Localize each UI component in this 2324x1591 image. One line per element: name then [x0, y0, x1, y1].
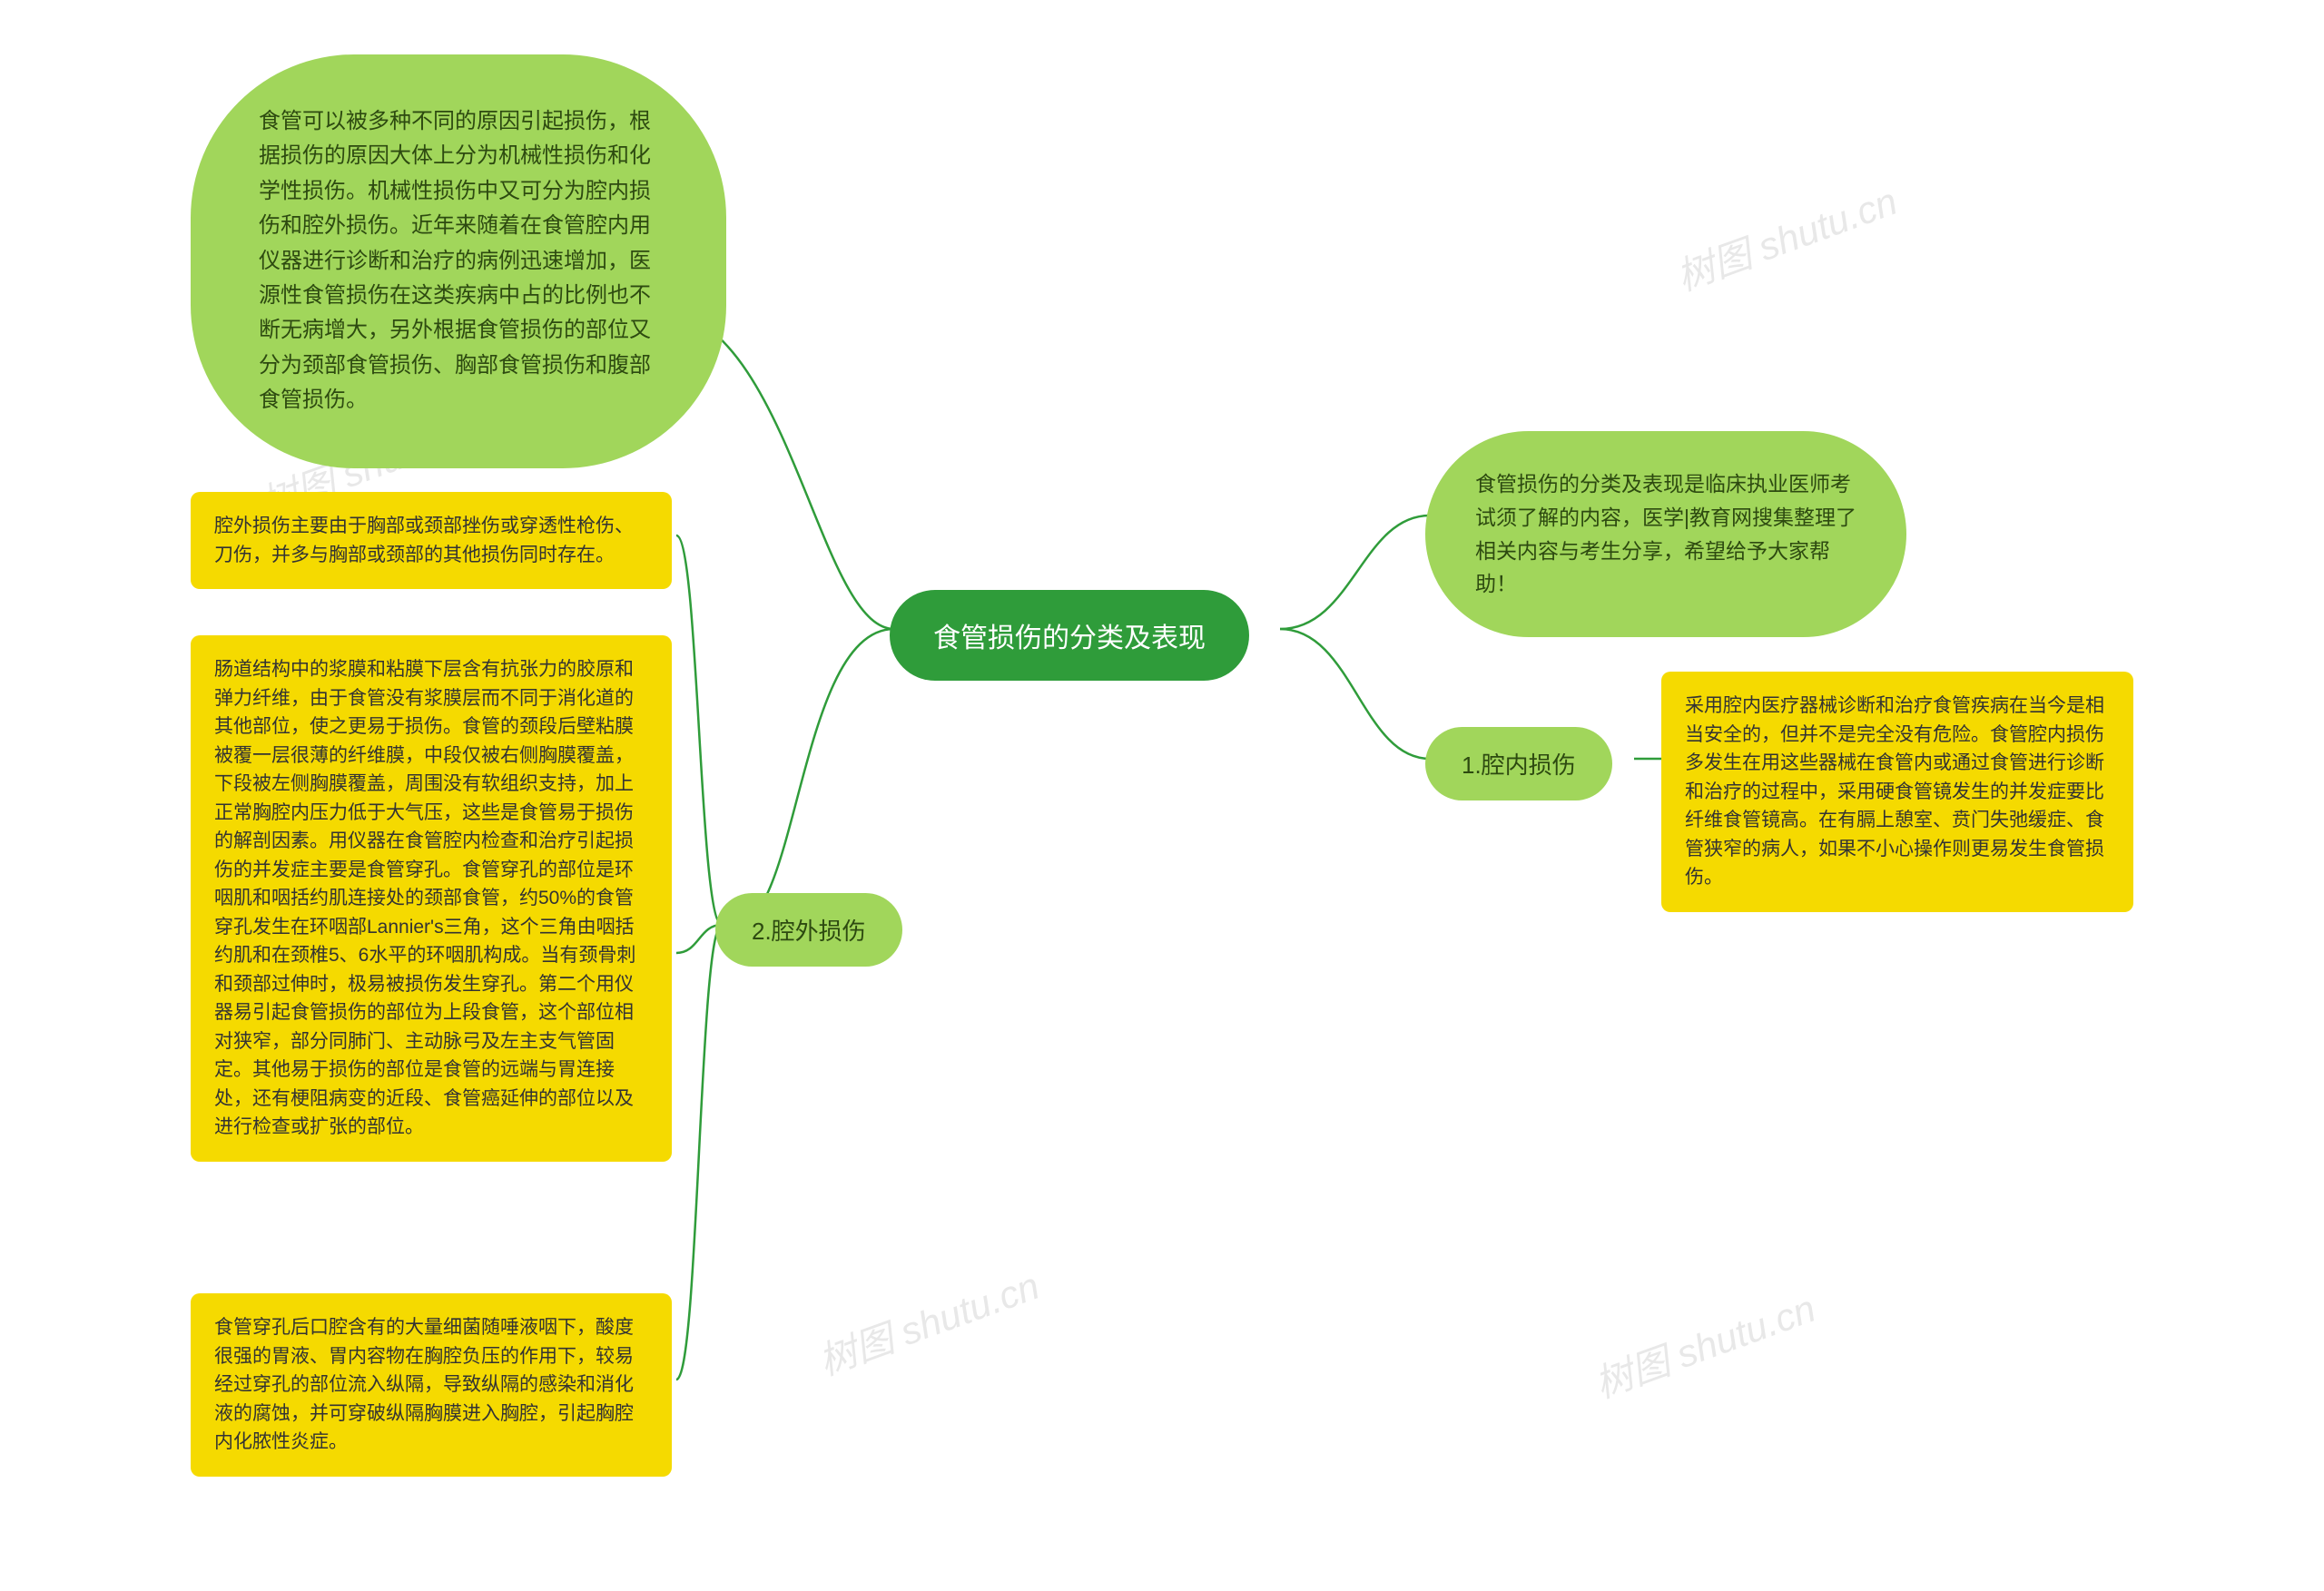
branch-1-detail-text: 采用腔内医疗器械诊断和治疗食管疾病在当今是相当安全的，但并不是完全没有危险。食管…: [1685, 695, 2104, 888]
branch-2-detail-b-text: 肠道结构中的浆膜和粘膜下层含有抗张力的胶原和弹力纤维，由于食管没有浆膜层而不同于…: [214, 659, 635, 1137]
branch-2-detail-c-text: 食管穿孔后口腔含有的大量细菌随唾液咽下，酸度很强的胃液、胃内容物在胸腔负压的作用…: [214, 1317, 634, 1452]
branch-2-detail-c[interactable]: 食管穿孔后口腔含有的大量细菌随唾液咽下，酸度很强的胃液、胃内容物在胸腔负压的作用…: [191, 1293, 672, 1477]
branch-1-node[interactable]: 1.腔内损伤: [1425, 727, 1612, 800]
intro-node[interactable]: 食管可以被多种不同的原因引起损伤，根据损伤的原因大体上分为机械性损伤和化学性损伤…: [191, 54, 726, 468]
branch-2-label: 2.腔外损伤: [752, 918, 866, 945]
root-label: 食管损伤的分类及表现: [933, 624, 1206, 653]
intro-text: 食管可以被多种不同的原因引起损伤，根据损伤的原因大体上分为机械性损伤和化学性损伤…: [259, 109, 651, 412]
right-intro-node[interactable]: 食管损伤的分类及表现是临床执业医师考试须了解的内容，医学|教育网搜集整理了相关内…: [1425, 431, 1906, 637]
right-intro-text: 食管损伤的分类及表现是临床执业医师考试须了解的内容，医学|教育网搜集整理了相关内…: [1475, 472, 1856, 595]
branch-2-detail-b[interactable]: 肠道结构中的浆膜和粘膜下层含有抗张力的胶原和弹力纤维，由于食管没有浆膜层而不同于…: [191, 635, 672, 1162]
root-node[interactable]: 食管损伤的分类及表现: [890, 590, 1249, 681]
watermark: 树图 shutu.cn: [1586, 1278, 1822, 1409]
watermark: 树图 shutu.cn: [810, 1255, 1046, 1386]
branch-1-label: 1.腔内损伤: [1462, 751, 1576, 779]
branch-2-node[interactable]: 2.腔外损伤: [715, 893, 902, 967]
watermark: 树图 shutu.cn: [1668, 171, 1904, 301]
branch-2-detail-a[interactable]: 腔外损伤主要由于胸部或颈部挫伤或穿透性枪伤、刀伤，并多与胸部或颈部的其他损伤同时…: [191, 492, 672, 589]
branch-2-detail-a-text: 腔外损伤主要由于胸部或颈部挫伤或穿透性枪伤、刀伤，并多与胸部或颈部的其他损伤同时…: [214, 516, 634, 565]
branch-1-detail[interactable]: 采用腔内医疗器械诊断和治疗食管疾病在当今是相当安全的，但并不是完全没有危险。食管…: [1661, 672, 2133, 912]
